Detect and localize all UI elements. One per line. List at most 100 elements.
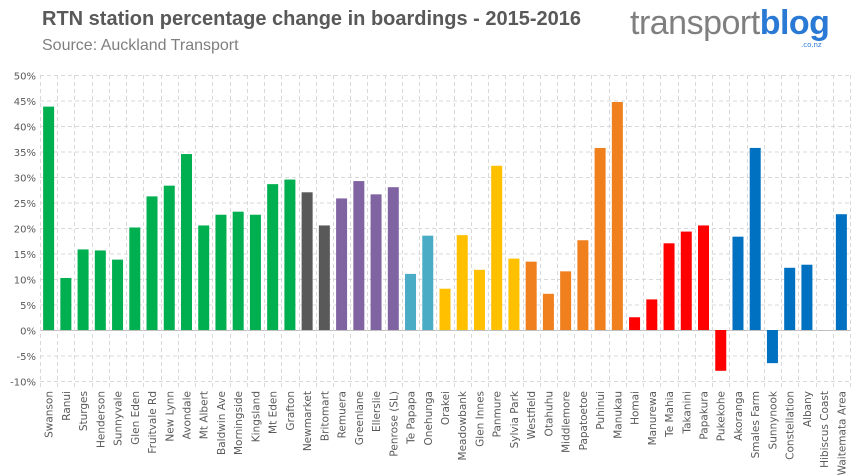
y-tick-label: -10% bbox=[10, 378, 36, 389]
bar-homai bbox=[629, 317, 641, 330]
bar-ellerslie bbox=[370, 194, 382, 330]
y-tick-label: 30% bbox=[14, 174, 36, 185]
x-tick-label: Manukau bbox=[612, 391, 624, 439]
x-tick-label: Onehunga bbox=[423, 391, 435, 445]
bar-greenlane bbox=[353, 181, 365, 330]
bar-newmarket bbox=[301, 192, 313, 330]
x-tick-label: Ellerslie bbox=[371, 391, 383, 432]
bar-sturges bbox=[77, 249, 89, 330]
bar-constellation bbox=[784, 267, 796, 330]
x-tick-label: Sunnynook bbox=[767, 390, 779, 449]
y-tick-label: 10% bbox=[14, 276, 36, 287]
x-tick-label: Te Papapa bbox=[406, 391, 418, 445]
x-tick-label: Hibiscus Coast bbox=[819, 391, 831, 468]
y-tick-label: -5% bbox=[17, 352, 36, 363]
x-tick-label: Swanson bbox=[44, 391, 56, 438]
bar-swanson bbox=[43, 106, 55, 331]
x-tick-label: Papatoetoe bbox=[578, 391, 590, 450]
y-tick-label: 20% bbox=[14, 225, 36, 236]
chart-subtitle: Source: Auckland Transport bbox=[42, 37, 239, 54]
bar-glen-eden bbox=[129, 227, 141, 330]
x-tick-label: Mt Albert bbox=[199, 391, 211, 439]
bar-onehunga bbox=[422, 235, 434, 330]
x-tick-label: Sylvia Park bbox=[509, 390, 521, 448]
bar-meadowbank bbox=[456, 235, 468, 330]
bar-orakei bbox=[439, 288, 451, 330]
y-tick-label: 15% bbox=[14, 250, 36, 261]
x-tick-label: Constellation bbox=[785, 391, 797, 460]
x-tick-label: Britomart bbox=[319, 391, 331, 441]
x-tick-label: Albany bbox=[802, 391, 814, 427]
y-tick-label: 50% bbox=[14, 72, 36, 83]
bar-akoranga bbox=[732, 236, 744, 330]
bar-panmure bbox=[491, 165, 503, 330]
bar-avondale bbox=[180, 154, 192, 330]
bar-smales-farm bbox=[749, 147, 761, 330]
x-tick-label: Morningside bbox=[233, 391, 245, 455]
y-tick-label: 40% bbox=[14, 123, 36, 134]
x-tick-label: Avondale bbox=[181, 391, 193, 439]
x-tick-label: Smales Farm bbox=[750, 391, 762, 458]
bar-mt-eden bbox=[267, 184, 279, 330]
bar-kingsland bbox=[249, 214, 261, 330]
bar-grafton bbox=[284, 179, 296, 330]
x-tick-label: Glen Innes bbox=[474, 391, 486, 447]
y-tick-label: 5% bbox=[20, 301, 36, 312]
x-tick-label: Newmarket bbox=[302, 391, 314, 451]
bar-britomart bbox=[318, 225, 330, 330]
x-tick-label: Kingsland bbox=[250, 391, 262, 442]
x-tick-label: Glen Eden bbox=[130, 391, 142, 445]
x-tick-label: Akoranga bbox=[733, 391, 745, 441]
bar-waitemata-area bbox=[835, 214, 847, 330]
x-tick-label: Fruitvale Rd bbox=[147, 391, 159, 454]
x-tick-label: Puhinui bbox=[595, 391, 607, 430]
bar-takanini bbox=[680, 231, 692, 330]
x-tick-label: Homai bbox=[630, 391, 642, 425]
bar-remuera bbox=[336, 198, 348, 330]
x-tick-label: Mt Eden bbox=[268, 391, 280, 434]
bar-otahuhu bbox=[542, 293, 554, 330]
x-tick-label: Greenlane bbox=[354, 391, 366, 445]
x-tick-label: Orakei bbox=[440, 391, 452, 425]
x-tick-label: Waitemata Area bbox=[836, 391, 848, 475]
x-tick-label: Otahuhu bbox=[543, 391, 555, 436]
bar-te-papapa bbox=[405, 273, 417, 330]
bar-glen-innes bbox=[473, 269, 485, 330]
bar-new-lynn bbox=[163, 185, 175, 330]
bar-fruitvale-rd bbox=[146, 196, 158, 330]
x-tick-label: Te Mahia bbox=[664, 391, 676, 438]
y-tick-label: 45% bbox=[14, 97, 36, 108]
bar-mt-albert bbox=[198, 225, 210, 330]
bar-baldwin-ave bbox=[215, 214, 227, 330]
bar-papakura bbox=[698, 225, 710, 330]
bar-puhinui bbox=[594, 147, 606, 330]
y-tick-label: 25% bbox=[14, 199, 36, 210]
x-tick-label: Middlemore bbox=[561, 391, 573, 453]
x-tick-label: Takanini bbox=[681, 391, 693, 435]
bar-papatoetoe bbox=[577, 240, 589, 330]
x-tick-label: Remuera bbox=[337, 391, 349, 438]
transportblog-logo: transportblog bbox=[630, 4, 830, 42]
x-tick-label: Baldwin Ave bbox=[216, 391, 228, 455]
bar-manurewa bbox=[646, 299, 658, 330]
chart-title: RTN station percentage change in boardin… bbox=[42, 8, 582, 30]
x-tick-label: Ranui bbox=[61, 391, 73, 421]
bar-sylvia-park bbox=[508, 258, 520, 330]
x-tick-label: Sturges bbox=[78, 391, 90, 431]
bar-albany bbox=[801, 264, 813, 330]
x-tick-label: Meadowbank bbox=[457, 390, 469, 460]
x-tick-label: Sunnyvale bbox=[113, 391, 125, 446]
bar-henderson bbox=[94, 250, 106, 330]
y-tick-label: 0% bbox=[20, 327, 36, 338]
x-tick-label: Grafton bbox=[285, 391, 297, 431]
bar-westfield bbox=[525, 261, 537, 330]
logo-suffix: .co.nz bbox=[801, 41, 822, 49]
bar-sunnynook bbox=[766, 330, 778, 364]
bar-ranui bbox=[60, 277, 72, 330]
x-tick-label: Panmure bbox=[492, 391, 504, 437]
x-tick-label: New Lynn bbox=[164, 391, 176, 442]
y-tick-label: 35% bbox=[14, 148, 36, 159]
bar-te-mahia bbox=[663, 243, 675, 330]
x-tick-label: Manurewa bbox=[647, 391, 659, 445]
